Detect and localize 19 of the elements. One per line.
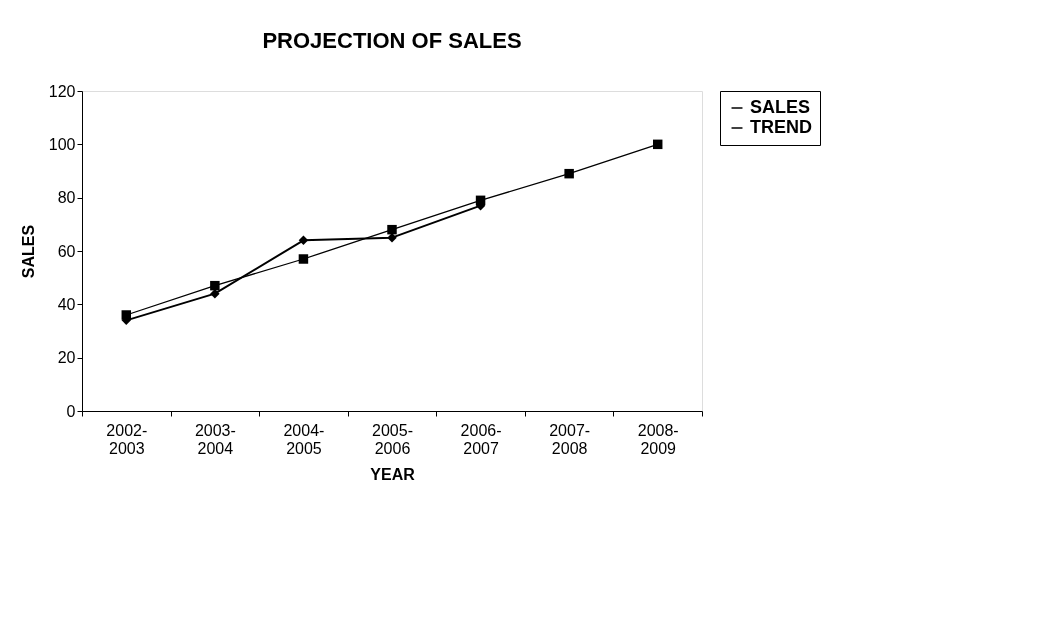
y-tick-label: 100 bbox=[48, 135, 76, 153]
x-axis-title: YEAR bbox=[370, 465, 416, 483]
y-axis-title: SALES bbox=[19, 224, 37, 279]
y-tick-label: 20 bbox=[57, 349, 76, 367]
x-tick-label: 2008- 2009 bbox=[637, 421, 679, 457]
y-tick-label: 0 bbox=[66, 402, 76, 420]
x-tick-label: 2004- 2005 bbox=[283, 421, 325, 457]
y-tick-label: 60 bbox=[57, 242, 76, 260]
y-tick-label: 40 bbox=[57, 295, 76, 313]
chart-title: PROJECTION OF SALES bbox=[262, 28, 522, 53]
x-tick-label: 2006- 2007 bbox=[460, 421, 502, 457]
y-tick-label: 80 bbox=[57, 189, 76, 207]
y-tick-label: 120 bbox=[48, 82, 76, 100]
x-tick-label: 2003- 2004 bbox=[194, 421, 236, 457]
legend-label: SALES bbox=[750, 97, 811, 117]
x-tick-label: 2002- 2003 bbox=[106, 421, 148, 457]
x-tick-label: 2007- 2008 bbox=[549, 421, 591, 457]
legend-label: TREND bbox=[750, 117, 812, 137]
x-tick-label: 2005- 2006 bbox=[372, 421, 413, 457]
